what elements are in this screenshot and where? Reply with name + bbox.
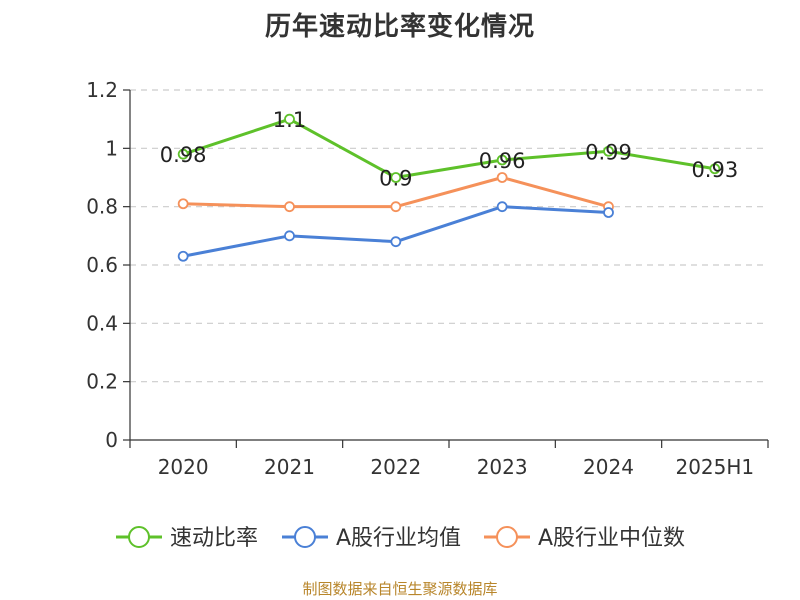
data-label: 0.99 [585,140,632,164]
data-point [496,172,508,183]
chart-title: 历年速动比率变化情况 [264,12,535,42]
legend-label: 速动比率 [170,526,258,551]
data-point [390,201,402,213]
legend: 速动比率 A股行业均值 A股行业中位数 [116,526,685,551]
data-point [177,198,189,210]
data-label: 0.96 [479,149,526,173]
y-tick-label: 0.2 [86,370,118,394]
data-point [284,201,295,213]
data-point [284,230,295,242]
y-tick-label: 1.2 [86,78,118,102]
legend-item: 速动比率 [116,526,258,551]
x-tick-label: 2021 [264,455,315,479]
y-tick-label: 0 [105,428,118,452]
data-label: 0.98 [160,143,207,167]
legend-swatch-marker [496,526,518,548]
legend-item: A股行业中位数 [484,526,685,551]
x-tick-label: 2023 [477,455,528,479]
data-point [603,145,614,157]
legend-item: A股行业均值 [282,526,461,551]
series-layer [177,113,721,262]
y-tick-label: 0.8 [86,195,118,219]
x-tick-label: 2020 [158,455,209,479]
y-tick-label: 0.6 [86,253,118,277]
legend-label: A股行业中位数 [538,526,685,551]
data-point [496,201,508,213]
x-tick-label: 2025H1 [675,455,754,479]
legend-swatch-marker [128,526,150,548]
data-label: 0.9 [379,167,412,191]
data-point [603,207,614,218]
axis-layer: 0 0.2 0.4 0.6 0.8 1 1.2 2020 2021 2022 2023 2024 202… [86,78,769,479]
source-note: 制图数据来自恒生聚源数据库 [302,580,498,598]
data-point [496,154,508,166]
label-layer: 0.98 1.1 0.9 0.96 0.99 0.93 [160,108,738,190]
series-line [182,117,716,179]
series-line [182,205,609,258]
y-tick-label: 0.4 [86,311,118,335]
data-label: 1.1 [273,108,306,132]
y-tick-label: 1 [105,136,118,160]
x-tick-label: 2022 [370,455,421,479]
data-point [390,172,402,183]
x-tick-label: 2024 [583,455,634,479]
data-point [284,113,295,125]
data-point [709,163,721,175]
data-label: 0.93 [691,158,738,182]
grid-layer [130,89,768,383]
data-point [390,236,402,248]
legend-swatch-marker [294,526,316,548]
legend-label: A股行业均值 [336,526,461,551]
data-point [177,250,189,262]
data-point [177,148,189,160]
